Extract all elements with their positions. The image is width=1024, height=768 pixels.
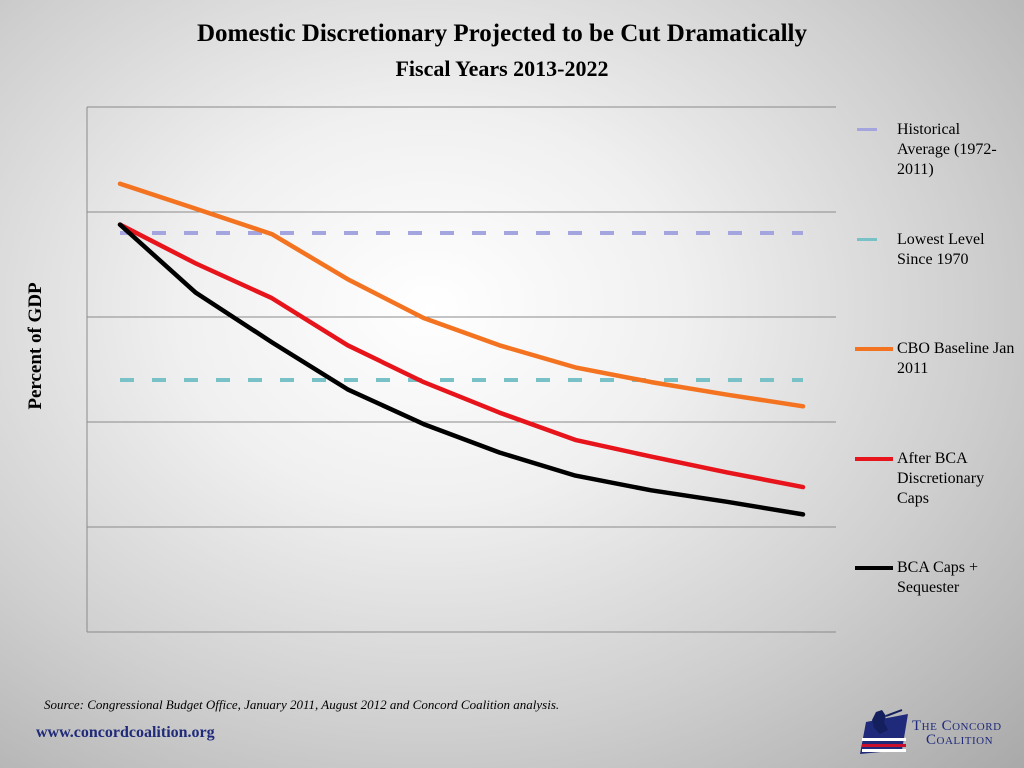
chart-subtitle: Fiscal Years 2013-2022	[395, 56, 609, 81]
minuteman-logo-icon	[860, 709, 908, 754]
legend-swatch	[857, 238, 877, 241]
legend-swatch	[855, 457, 893, 461]
legend-swatch	[857, 128, 877, 131]
legend-swatch	[855, 347, 893, 351]
legend-label: Lowest Level Since 1970	[897, 231, 985, 268]
legend-label: After BCA Discretionary Caps	[897, 450, 985, 507]
legend-label: CBO Baseline Jan 2011	[897, 340, 1015, 377]
website-link[interactable]: www.concordcoalition.org	[36, 724, 215, 741]
series-line-5	[117, 222, 806, 517]
logo-text: The Concord Coalition	[912, 718, 1002, 748]
concord-coalition-logo: The Concord Coalition	[858, 708, 1018, 756]
legend-label: Historical Average (1972-2011)	[897, 121, 997, 178]
legend-label: BCA Caps + Sequester	[897, 559, 979, 596]
source-note: Source: Congressional Budget Office, Jan…	[44, 697, 560, 712]
chart-title: Domestic Discretionary Projected to be C…	[196, 20, 807, 47]
series-line-4	[117, 222, 806, 490]
legend-swatch	[855, 566, 893, 570]
series-line-3	[117, 181, 806, 409]
